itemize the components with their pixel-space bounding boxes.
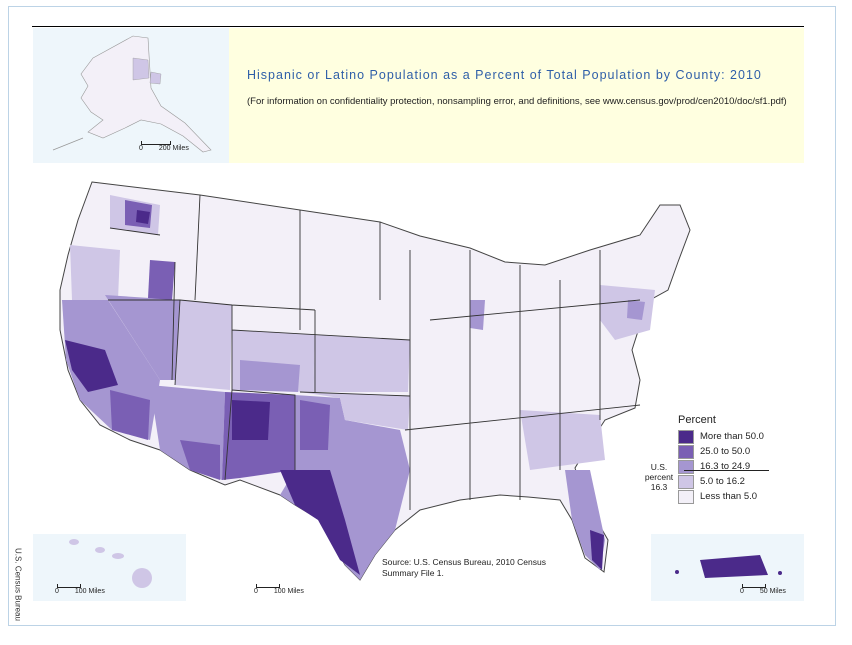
legend-swatch [678, 444, 694, 459]
legend-item: 25.0 to 50.0 [678, 444, 764, 459]
hawaii-scale-bar [57, 584, 81, 588]
puerto-rico-scale: 0 50 Miles [740, 584, 786, 595]
us-percent-value: 16.3 [650, 482, 668, 492]
legend-label: 16.3 to 24.9 [700, 461, 751, 472]
hawaii-inset [33, 534, 186, 601]
map-title: Hispanic or Latino Population as a Perce… [247, 68, 762, 82]
legend-label: More than 50.0 [700, 431, 764, 442]
legend-item: 16.3 to 24.9 [678, 459, 764, 474]
legend-label: 5.0 to 16.2 [700, 476, 745, 487]
puerto-rico-scale-zero: 0 [740, 588, 744, 595]
title-panel: Hispanic or Latino Population as a Perce… [229, 28, 804, 163]
state-borders [108, 194, 641, 510]
legend-item: More than 50.0 [678, 429, 764, 444]
legend-item: 5.0 to 16.2 [678, 474, 764, 489]
legend-swatch [678, 459, 694, 474]
legend-title: Percent [678, 414, 716, 426]
conus-scale-label: 100 Miles [273, 588, 304, 595]
legend-label: 25.0 to 50.0 [700, 446, 751, 457]
alaska-scale: 0 200 Miles [139, 141, 189, 152]
conus-scale: 0 100 Miles [254, 584, 304, 595]
conus-scale-bar [256, 584, 280, 588]
map-subtitle: (For information on confidentiality prot… [247, 96, 787, 107]
agency-credit: U.S. Census Bureau [13, 548, 23, 621]
legend-swatch [678, 429, 694, 444]
alaska-map [52, 35, 212, 153]
alaska-scale-zero: 0 [139, 145, 143, 152]
top-rule [32, 26, 804, 27]
puerto-rico-scale-label: 50 Miles [759, 588, 786, 595]
legend-swatch [678, 474, 694, 489]
map-frame [8, 6, 836, 626]
source-note: Source: U.S. Census Bureau, 2010 Census … [382, 557, 546, 578]
alaska-scale-label: 200 Miles [158, 145, 189, 152]
legend: Percent More than 50.0 25.0 to 50.0 16.3… [678, 414, 764, 504]
us-percent-marker: U.S. percent 16.3 [640, 462, 678, 492]
puerto-rico-scale-bar [742, 584, 766, 588]
hawaii-scale: 0 100 Miles [55, 584, 105, 595]
legend-swatch [678, 489, 694, 504]
legend-label: Less than 5.0 [700, 491, 758, 502]
conus-scale-zero: 0 [254, 588, 258, 595]
hawaii-scale-label: 100 Miles [74, 588, 105, 595]
us-percent-label: U.S. percent [644, 462, 674, 482]
hawaii-scale-zero: 0 [55, 588, 59, 595]
alaska-scale-bar [141, 141, 171, 145]
us-percent-line [684, 470, 769, 471]
alaska-inset: 0 200 Miles [33, 28, 229, 163]
legend-item: Less than 5.0 [678, 489, 764, 504]
